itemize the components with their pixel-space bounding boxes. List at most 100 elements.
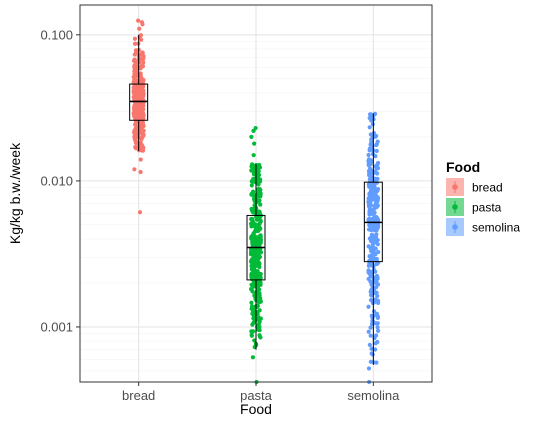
- data-point-semolina: [369, 255, 375, 260]
- data-point-bread: [139, 111, 144, 116]
- data-point-semolina: [373, 240, 379, 245]
- legend-key-point: [452, 224, 458, 230]
- data-point-semolina: [368, 225, 373, 230]
- data-point-pasta: [257, 280, 262, 286]
- data-point-pasta: [258, 240, 263, 246]
- data-point-bread: [138, 71, 143, 76]
- data-point-pasta: [257, 210, 262, 215]
- data-point-pasta: [249, 162, 255, 167]
- data-point-semolina: [372, 203, 377, 209]
- data-point-pasta: [251, 153, 256, 158]
- data-point-pasta: [251, 314, 257, 319]
- data-point-bread: [137, 35, 142, 40]
- data-point-bread: [140, 63, 145, 69]
- data-point-semolina: [366, 163, 371, 168]
- data-point-pasta: [250, 355, 256, 360]
- data-point-bread: [133, 88, 138, 94]
- data-point-pasta: [257, 190, 263, 195]
- data-point-pasta: [256, 199, 261, 204]
- boxplots: [129, 34, 383, 365]
- data-point-semolina: [374, 142, 379, 148]
- data-point-semolina: [371, 268, 377, 273]
- data-point-semolina: [366, 276, 371, 282]
- data-point-pasta: [257, 327, 262, 333]
- data-point-pasta: [250, 236, 255, 241]
- data-point-bread: [141, 132, 146, 137]
- data-point-bread: [139, 77, 145, 82]
- data-point-semolina: [368, 185, 373, 190]
- data-point-bread: [140, 119, 145, 125]
- data-point-semolina: [369, 351, 374, 356]
- data-point-bread: [134, 71, 140, 77]
- data-point-pasta: [253, 125, 258, 131]
- data-point-semolina: [367, 146, 372, 151]
- data-point-semolina: [375, 176, 380, 181]
- data-point-semolina: [367, 112, 373, 117]
- legend-key-point: [452, 184, 458, 190]
- y-tick-label: 0.100: [40, 27, 73, 42]
- data-point-pasta: [257, 333, 262, 338]
- data-point-semolina: [372, 111, 378, 116]
- data-point-bread: [132, 36, 138, 41]
- data-point-semolina: [370, 210, 375, 216]
- data-point-bread: [140, 50, 145, 55]
- data-point-semolina: [373, 170, 378, 175]
- data-point-semolina: [375, 321, 380, 326]
- data-point-pasta: [255, 175, 260, 180]
- data-point-semolina: [376, 328, 381, 333]
- data-point-pasta: [257, 287, 262, 292]
- data-point-semolina: [367, 193, 372, 199]
- data-point-semolina: [368, 189, 373, 194]
- data-point-pasta: [258, 202, 263, 207]
- data-point-pasta: [257, 165, 263, 170]
- data-point-bread: [133, 129, 138, 134]
- data-point-bread: [132, 167, 137, 172]
- data-point-semolina: [375, 188, 380, 193]
- data-point-bread: [141, 60, 146, 65]
- data-point-bread: [139, 136, 144, 142]
- data-point-pasta: [251, 307, 257, 312]
- data-point-pasta: [251, 310, 256, 315]
- legend-title: Food: [446, 159, 480, 175]
- data-point-semolina: [366, 204, 372, 209]
- data-point-pasta: [258, 233, 263, 238]
- data-point-bread: [132, 93, 137, 98]
- data-point-semolina: [369, 232, 374, 237]
- data-point-pasta: [252, 265, 257, 270]
- data-point-semolina: [374, 227, 379, 233]
- y-axis-title: Kg/kg b.w./week: [7, 142, 23, 244]
- data-point-pasta: [249, 300, 254, 305]
- data-point-pasta: [249, 191, 254, 196]
- data-point-semolina: [375, 203, 380, 208]
- data-point-semolina: [370, 315, 375, 321]
- data-point-pasta: [258, 296, 263, 301]
- data-point-bread: [132, 78, 138, 83]
- data-point-semolina: [367, 125, 372, 130]
- data-point-semolina: [367, 342, 372, 347]
- data-point-semolina: [370, 300, 375, 306]
- data-point-bread: [137, 26, 142, 31]
- y-tick-label: 0.001: [40, 319, 73, 334]
- data-point-semolina: [372, 184, 377, 189]
- data-point-semolina: [368, 333, 373, 338]
- data-point-semolina: [369, 346, 374, 351]
- data-point-pasta: [252, 338, 257, 343]
- data-point-semolina: [375, 139, 380, 144]
- data-point-bread: [138, 169, 143, 175]
- data-point-pasta: [252, 270, 258, 275]
- data-point-semolina: [368, 270, 373, 276]
- data-point-bread: [133, 60, 138, 65]
- legend-key-point: [452, 204, 458, 210]
- data-point-pasta: [258, 250, 264, 255]
- data-point-semolina: [367, 236, 372, 241]
- data-point-pasta: [252, 275, 257, 280]
- data-point-pasta: [249, 207, 254, 212]
- data-point-pasta: [250, 283, 255, 288]
- data-point-pasta: [258, 193, 263, 198]
- data-point-semolina: [368, 166, 373, 171]
- data-point-pasta: [258, 271, 263, 277]
- data-point-pasta: [257, 261, 262, 267]
- data-point-semolina: [374, 261, 379, 267]
